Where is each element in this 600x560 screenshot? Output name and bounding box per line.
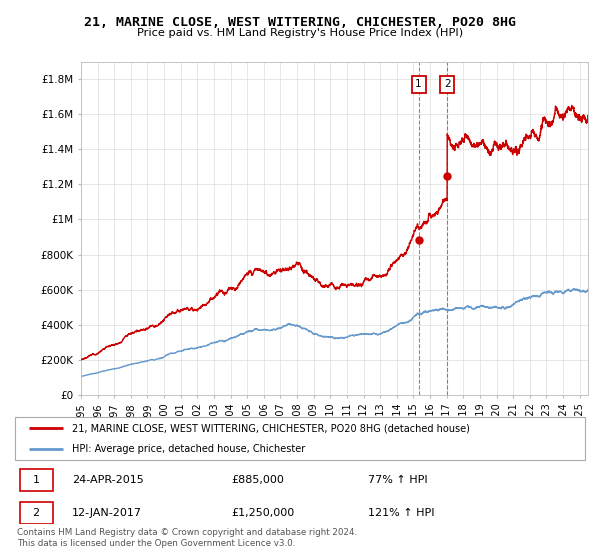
FancyBboxPatch shape: [15, 417, 585, 460]
FancyBboxPatch shape: [20, 469, 53, 491]
Text: 121% ↑ HPI: 121% ↑ HPI: [368, 508, 435, 517]
Text: 77% ↑ HPI: 77% ↑ HPI: [368, 475, 428, 485]
Text: Contains HM Land Registry data © Crown copyright and database right 2024.
This d: Contains HM Land Registry data © Crown c…: [17, 528, 357, 548]
Text: 21, MARINE CLOSE, WEST WITTERING, CHICHESTER, PO20 8HG: 21, MARINE CLOSE, WEST WITTERING, CHICHE…: [84, 16, 516, 29]
Text: Price paid vs. HM Land Registry's House Price Index (HPI): Price paid vs. HM Land Registry's House …: [137, 28, 463, 38]
Text: 12-JAN-2017: 12-JAN-2017: [72, 508, 142, 517]
FancyBboxPatch shape: [20, 502, 53, 524]
Text: 2: 2: [444, 80, 451, 90]
Text: 21, MARINE CLOSE, WEST WITTERING, CHICHESTER, PO20 8HG (detached house): 21, MARINE CLOSE, WEST WITTERING, CHICHE…: [72, 423, 470, 433]
Text: £1,250,000: £1,250,000: [232, 508, 295, 517]
Text: 24-APR-2015: 24-APR-2015: [72, 475, 144, 485]
Text: 1: 1: [415, 80, 422, 90]
Text: £885,000: £885,000: [232, 475, 284, 485]
Text: 1: 1: [32, 475, 40, 485]
Text: HPI: Average price, detached house, Chichester: HPI: Average price, detached house, Chic…: [72, 445, 305, 454]
Text: 2: 2: [32, 508, 40, 517]
